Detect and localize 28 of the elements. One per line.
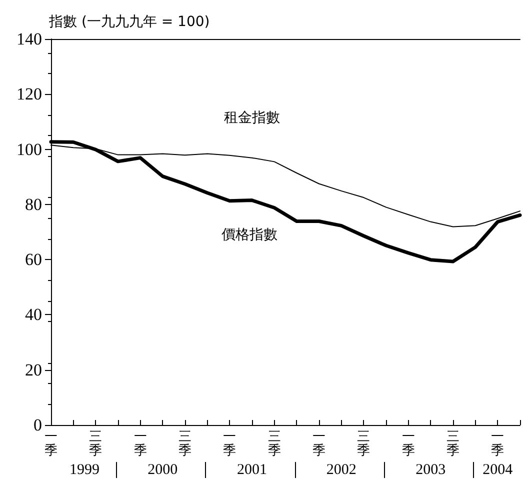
y-tick-label: 0 xyxy=(34,416,42,434)
text: 2000 xyxy=(148,462,178,479)
text: 2004 xyxy=(482,462,513,479)
x-tick-label: 一季 xyxy=(223,430,236,458)
series-label: 價格指數 xyxy=(222,226,278,243)
x-tick-label: 一季 xyxy=(491,430,504,458)
x-tick-label: 一季 xyxy=(134,430,147,458)
x-tick-label: 三季 xyxy=(89,430,102,458)
x-tick-label: 三季 xyxy=(178,430,192,458)
x-tick-label: 一季 xyxy=(402,430,415,458)
y-tick-label: 100 xyxy=(16,140,42,159)
y-tick-label: 60 xyxy=(25,250,42,270)
x-tick-label: 三季 xyxy=(446,430,460,458)
y-tick-label: 20 xyxy=(25,360,42,380)
x-tick-label: 三季 xyxy=(357,430,370,458)
text: 租金指數 xyxy=(224,110,280,126)
y-tick-label: 80 xyxy=(25,194,42,214)
text: 2002 xyxy=(326,462,356,479)
y-tick-label: 120 xyxy=(16,84,42,104)
x-tick-label: 一季 xyxy=(44,430,58,458)
y-axis-title: 指數 (一九九九年 = 100) xyxy=(48,14,210,30)
x-tick-label: 一季 xyxy=(312,430,326,458)
text: 2001 xyxy=(237,462,267,479)
y-tick-label: 40 xyxy=(25,305,42,324)
text: 1999 xyxy=(70,462,100,479)
y-tick-label: 140 xyxy=(16,30,42,48)
x-tick-label: 三季 xyxy=(268,430,281,458)
text: 2003 xyxy=(416,462,446,479)
